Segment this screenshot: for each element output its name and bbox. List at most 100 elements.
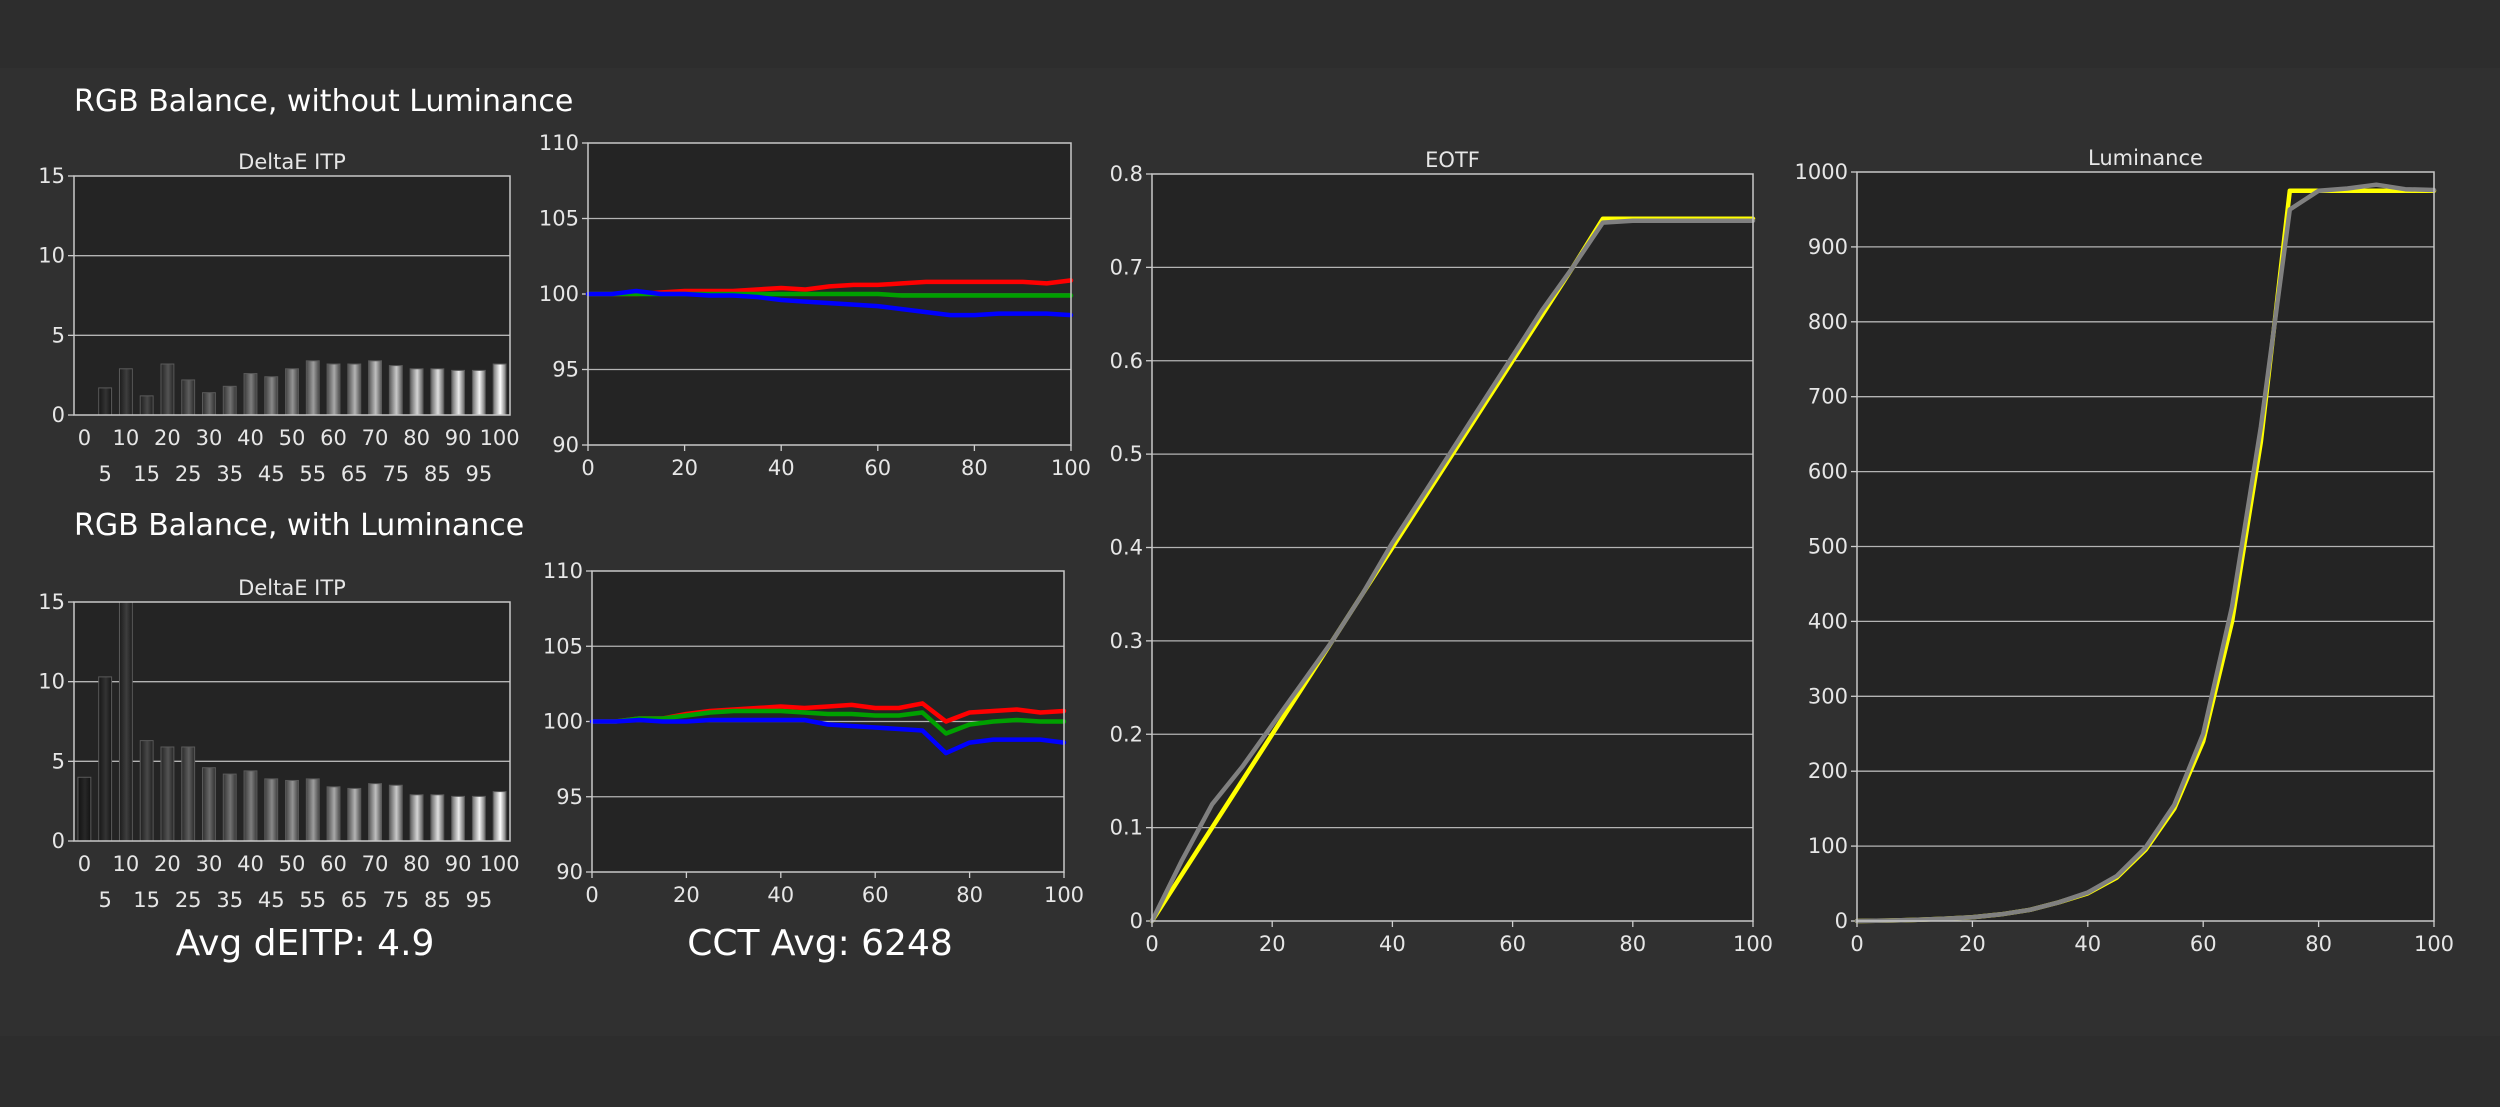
deltae-with-bar: [368, 783, 382, 842]
deltae-with-plot-border: [73, 601, 511, 842]
deltae-without-xtick-label: 40: [237, 426, 264, 450]
deltae-with-bar: [243, 770, 258, 842]
eotf-ytick-label: 0.6: [1110, 349, 1143, 373]
deltae-with-xtick-label: 55: [299, 888, 326, 912]
deltae-with-bar: [77, 776, 92, 842]
deltae-with-bar: [160, 746, 175, 842]
rgb-without-ytick-label: 90: [552, 433, 579, 457]
rgb-without-xtick-label: 40: [768, 456, 795, 480]
deltae-with-xtick-label: 60: [320, 852, 347, 876]
deltae-with-bar: [430, 794, 445, 842]
deltae-with-xtick-label: 40: [237, 852, 264, 876]
deltae-with-ytick-label: 15: [38, 590, 65, 614]
rgb-without-xtick-label: 60: [864, 456, 891, 480]
eotf-ytick-label: 0.4: [1110, 536, 1143, 560]
deltae-with-title: DeltaE ITP: [238, 576, 346, 600]
deltae-without-xtick-label: 20: [154, 426, 181, 450]
rgb-with-ytick-label: 95: [556, 785, 583, 809]
luminance-ytick-label: 0: [1835, 909, 1848, 933]
deltae-without-xtick-label: 30: [196, 426, 223, 450]
rgb-with-plot-border: [591, 570, 1065, 873]
rgb-with-series-line-2: [589, 717, 1067, 756]
deltae-with-bar: [451, 795, 466, 842]
eotf-xtick-label: 100: [1733, 932, 1773, 956]
deltae-with-ytick-label: 5: [52, 749, 65, 773]
chart-rgb-with: 90 95 100 105 110 0 20 40 60 80 100: [543, 559, 1084, 907]
deltae-without-ytick-label: 0: [52, 403, 65, 427]
rgb-without-xtick-label: 80: [961, 456, 988, 480]
luminance-plot-border: [1856, 171, 2435, 922]
deltae-without-bar: [368, 360, 382, 416]
deltae-with-bar: [181, 746, 196, 842]
rgb-without-series-line-2: [585, 288, 1074, 318]
deltae-with-bar: [347, 787, 362, 842]
luminance-xtick-label: 80: [2305, 932, 2332, 956]
luminance-ytick-label: 900: [1808, 235, 1848, 259]
deltae-without-bar: [181, 379, 196, 416]
rgb-with-ytick-label: 105: [543, 634, 583, 658]
luminance-ytick-label: 400: [1808, 609, 1848, 633]
deltae-without-ytick-label: 5: [52, 323, 65, 347]
rgb-with-xtick-label: 0: [585, 883, 598, 907]
deltae-with-bar: [305, 778, 320, 842]
rgb-without-xtick-label: 20: [671, 456, 698, 480]
avg-deitp-label: Avg dEITP: 4.9: [176, 923, 435, 964]
charts-canvas: RGB Balance, without Luminance RGB Balan…: [38, 84, 2454, 964]
deltae-without-ytick-label: 10: [38, 244, 65, 268]
deltae-with-bar: [285, 779, 299, 842]
deltae-without-bar: [160, 363, 175, 416]
rgb-without-ytick-label: 105: [539, 207, 579, 231]
eotf-xtick-label: 0: [1145, 932, 1158, 956]
deltae-without-bar: [451, 369, 466, 416]
deltae-with-xtick-label: 20: [154, 852, 181, 876]
rgb-without-ytick-label: 95: [552, 358, 579, 382]
rgb-with-ytick-label: 90: [556, 860, 583, 884]
cct-avg-label: CCT Avg: 6248: [687, 923, 953, 964]
section-title-without-luminance: RGB Balance, without Luminance: [74, 84, 573, 119]
luminance-title: Luminance: [2088, 146, 2203, 170]
deltae-with-bar: [98, 676, 113, 842]
deltae-with-xtick-label: 30: [196, 852, 223, 876]
deltae-with-ytick-label: 10: [38, 670, 65, 694]
luminance-xtick-label: 40: [2074, 932, 2101, 956]
deltae-without-bar: [430, 368, 445, 416]
deltae-without-bar: [202, 392, 216, 416]
luminance-xtick-label: 60: [2190, 932, 2217, 956]
luminance-ytick-label: 500: [1808, 535, 1848, 559]
rgb-with-xtick-label: 40: [767, 883, 794, 907]
deltae-without-xtick-label: 45: [258, 462, 285, 486]
deltae-with-ytick-label: 0: [52, 829, 65, 853]
deltae-without-xtick-label: 5: [98, 462, 111, 486]
chart-luminance: 01002003004005006007008009001000Luminanc…: [1795, 146, 2455, 956]
deltae-without-xtick-label: 90: [445, 426, 472, 450]
deltae-with-xtick-label: 65: [341, 888, 368, 912]
deltae-without-bar: [285, 368, 299, 416]
deltae-with-xtick-label: 90: [445, 852, 472, 876]
deltae-without-xtick-label: 75: [382, 462, 409, 486]
deltae-without-xtick-label: 60: [320, 426, 347, 450]
rgb-with-series-line-1: [589, 708, 1067, 736]
deltae-without-xtick-label: 95: [465, 462, 492, 486]
chart-rgb-without: 90 95 100 105 110 0 20 40 60 80 100: [539, 131, 1091, 480]
luminance-ytick-label: 200: [1808, 759, 1848, 783]
deltae-without-bar: [492, 363, 507, 416]
deltae-without-bar: [471, 369, 486, 416]
deltae-with-xtick-label: 35: [216, 888, 243, 912]
luminance-ytick-label: 1000: [1795, 160, 1848, 184]
deltae-without-xtick-label: 15: [133, 462, 160, 486]
deltae-with-bar: [388, 784, 403, 842]
deltae-without-bar: [243, 373, 258, 416]
deltae-without-xtick-label: 65: [341, 462, 368, 486]
rgb-with-xtick-label: 20: [673, 883, 700, 907]
rgb-with-xtick-label: 80: [956, 883, 983, 907]
eotf-ytick-label: 0.3: [1110, 629, 1143, 653]
deltae-with-xtick-label: 95: [465, 888, 492, 912]
deltae-without-xtick-label: 50: [279, 426, 306, 450]
deltae-with-xtick-label: 50: [279, 852, 306, 876]
deltae-without-bar: [305, 360, 320, 416]
deltae-without-bar: [347, 363, 362, 416]
deltae-with-xtick-label: 45: [258, 888, 285, 912]
eotf-ytick-label: 0.1: [1110, 816, 1143, 840]
